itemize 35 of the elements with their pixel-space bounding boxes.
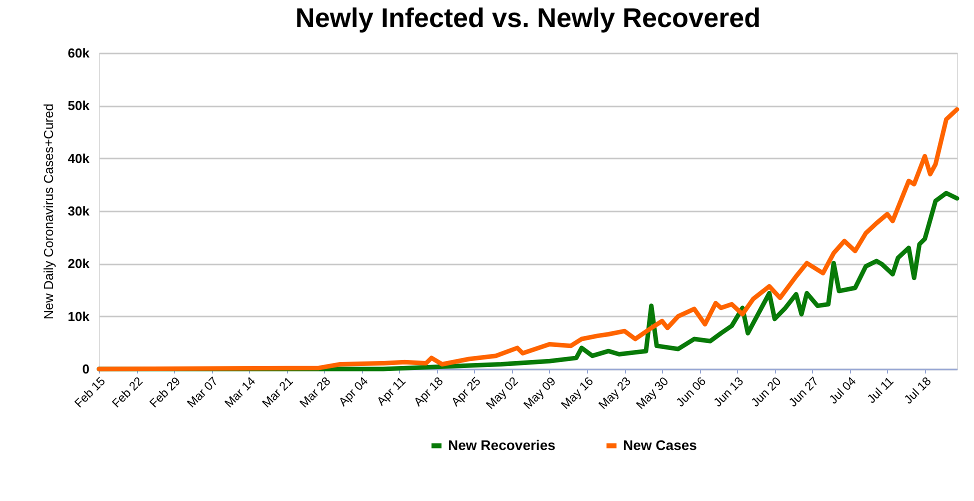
line-series	[96, 107, 960, 372]
y-tick-label: 50k	[68, 98, 90, 114]
x-tick-label: Mar 28	[296, 374, 334, 410]
x-tick-label: Apr 04	[336, 374, 371, 409]
y-tick-label: 40k	[68, 150, 90, 166]
y-tick-label: 60k	[68, 46, 90, 60]
x-tick-label: Apr 11	[374, 374, 409, 408]
x-tick-label: Mar 07	[184, 374, 221, 410]
x-tick-label: May 30	[633, 374, 672, 412]
x-tick-label: Jul 04	[826, 374, 859, 407]
x-tick-label: May 09	[520, 374, 559, 412]
y-tick-label: 30k	[68, 204, 90, 218]
y-axis-title: New Daily Coronavirus Cases+Cured	[40, 104, 56, 320]
x-tick-label: Jul 18	[901, 374, 934, 407]
x-tick-label: Feb 15	[72, 374, 108, 410]
chart-title: Newly Infected vs. Newly Recovered	[295, 3, 761, 33]
x-tick-label: Mar 21	[259, 374, 296, 410]
y-tick-label: 0	[82, 362, 90, 376]
x-tick-label: May 23	[596, 374, 634, 412]
x-tick-label: Mar 14	[222, 374, 258, 410]
x-tick-label: Jun 13	[710, 374, 746, 410]
x-tick-label: May 02	[483, 374, 522, 412]
x-tick-label: Feb 29	[146, 374, 184, 410]
y-tick-label: 20k	[68, 256, 90, 272]
x-tick-label: May 16	[558, 374, 596, 412]
x-tick-label: Feb 22	[109, 374, 146, 410]
legend-label: New Recoveries	[448, 436, 556, 453]
x-tick-label: Jun 06	[673, 374, 709, 410]
x-tick-label: Apr 25	[448, 374, 484, 409]
x-tick-label: Jun 20	[748, 374, 784, 410]
x-tick-label: Jul 11	[864, 374, 896, 406]
x-tick-label: Jun 27	[786, 374, 822, 410]
legend-label: New Cases	[623, 436, 698, 453]
x-tick-label: Apr 18	[410, 374, 446, 409]
y-tick-label: 10k	[68, 308, 90, 324]
